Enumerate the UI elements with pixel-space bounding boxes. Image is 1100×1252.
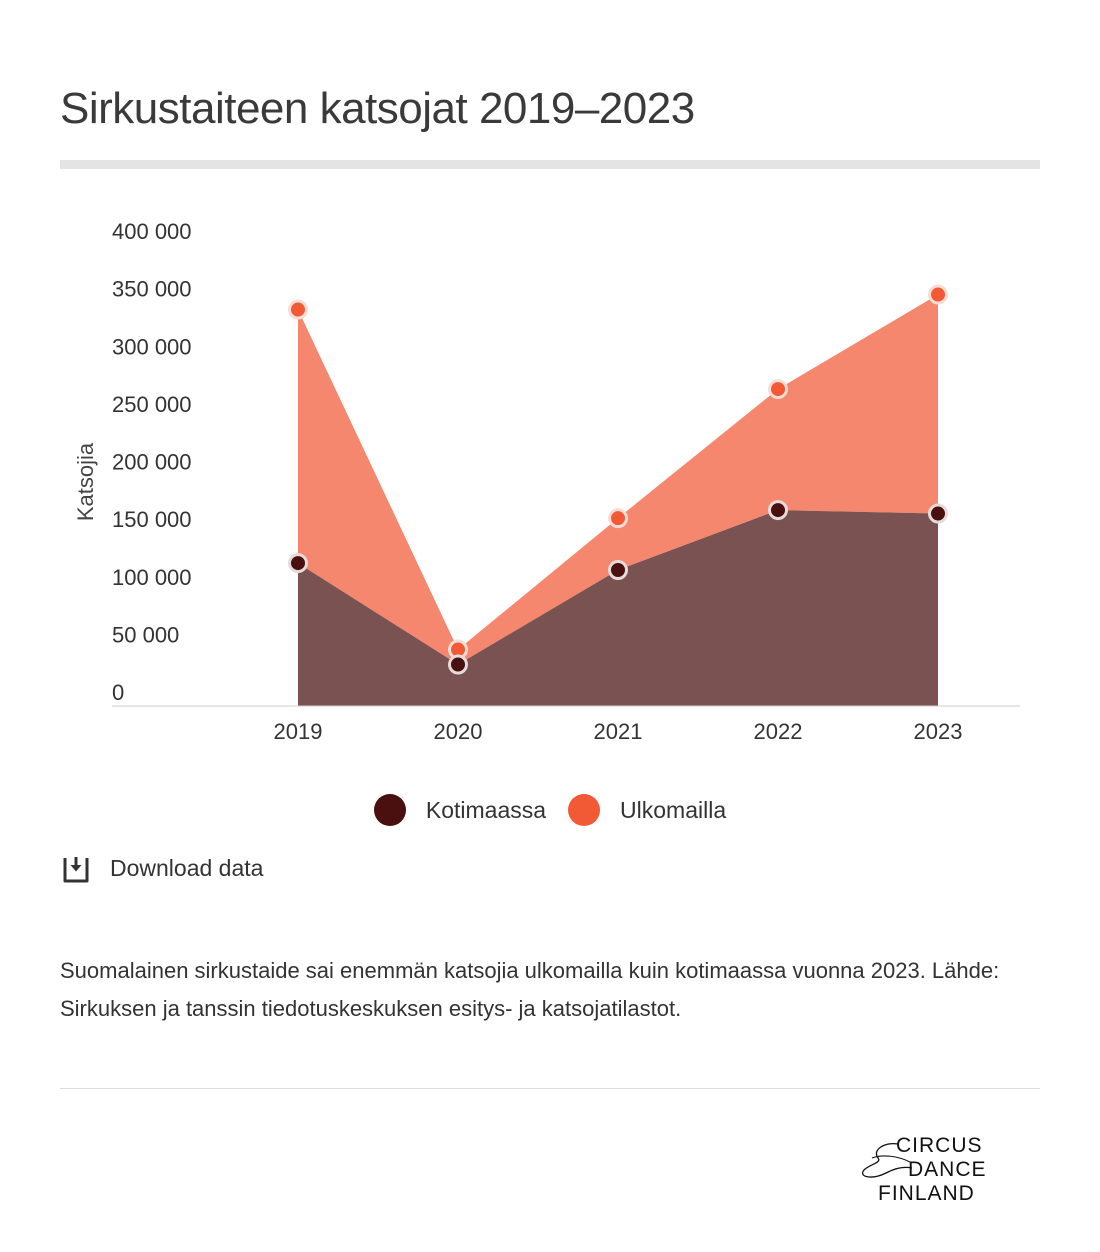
chart-caption: Suomalainen sirkustaide sai enemmän kats… bbox=[60, 958, 1000, 1021]
title-divider bbox=[60, 160, 1040, 169]
point-kotimaassa[interactable] bbox=[768, 500, 788, 521]
y-tick-label: 350 000 bbox=[112, 277, 192, 302]
y-axis-title: Katsojia bbox=[73, 442, 98, 521]
x-tick-label: 2020 bbox=[434, 719, 483, 744]
point-ulkomailla[interactable] bbox=[768, 379, 788, 400]
point-ulkomailla[interactable] bbox=[288, 299, 308, 320]
x-tick-label: 2022 bbox=[754, 719, 803, 744]
legend-label-ulkomailla: Ulkomailla bbox=[620, 796, 727, 823]
point-ulkomailla[interactable] bbox=[608, 508, 628, 529]
download-data-button[interactable]: Download data bbox=[60, 852, 263, 884]
legend-label-kotimaassa: Kotimaassa bbox=[425, 796, 547, 823]
chart-title: Sirkustaiteen katsojat 2019–2023 bbox=[60, 84, 695, 133]
y-tick-label: 200 000 bbox=[112, 450, 192, 475]
stacked-area-chart: 0 50 000 100 000 150 000 200 000 250 000 300 0… bbox=[73, 219, 1020, 744]
y-tick-label: 400 000 bbox=[112, 219, 192, 244]
y-tick-label: 150 000 bbox=[112, 507, 192, 532]
legend-swatch-kotimaassa bbox=[373, 794, 406, 826]
logo-line-finland: FINLAND bbox=[878, 1182, 975, 1205]
x-tick-label: 2021 bbox=[594, 719, 643, 744]
area-kotimaassa bbox=[298, 510, 938, 706]
legend: Kotimaassa Ulkomailla bbox=[0, 794, 1100, 826]
area-ulkomailla bbox=[298, 294, 938, 665]
point-kotimaassa[interactable] bbox=[288, 553, 308, 574]
point-kotimaassa[interactable] bbox=[608, 560, 628, 581]
x-tick-label: 2023 bbox=[914, 719, 963, 744]
y-tick-label: 100 000 bbox=[112, 565, 192, 590]
point-kotimaassa[interactable] bbox=[928, 503, 948, 524]
download-data-label: Download data bbox=[110, 854, 264, 881]
logo-line-dance: DANCE bbox=[908, 1158, 987, 1181]
circus-dance-finland-logo: CIRCUS DANCE FINLAND bbox=[856, 1134, 1028, 1206]
download-icon bbox=[63, 857, 89, 883]
point-kotimaassa[interactable] bbox=[448, 654, 468, 675]
point-ulkomailla[interactable] bbox=[928, 284, 948, 305]
y-tick-label: 250 000 bbox=[112, 392, 192, 417]
legend-item-kotimaassa[interactable]: Kotimaassa bbox=[373, 794, 547, 826]
y-tick-label: 0 bbox=[112, 680, 124, 705]
legend-swatch-ulkomailla bbox=[568, 794, 601, 826]
x-tick-label: 2019 bbox=[274, 719, 323, 744]
y-tick-label: 50 000 bbox=[112, 622, 179, 647]
legend-item-ulkomailla[interactable]: Ulkomailla bbox=[568, 794, 726, 826]
footer-divider bbox=[60, 1088, 1040, 1089]
y-tick-label: 300 000 bbox=[112, 334, 192, 359]
logo-line-circus: CIRCUS bbox=[896, 1134, 983, 1157]
ampersand-flourish-icon bbox=[861, 1143, 913, 1178]
